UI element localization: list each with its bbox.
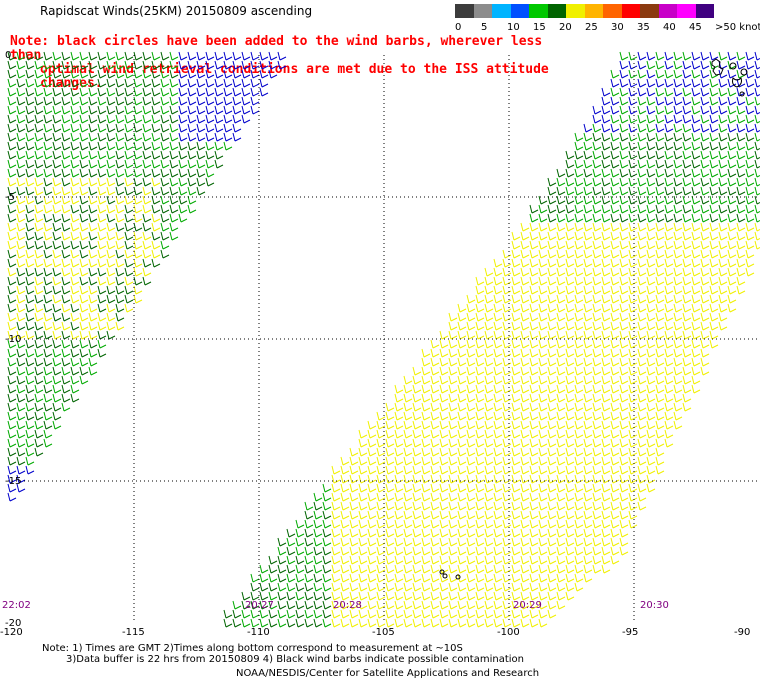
- footer-note-1: Note: 1) Times are GMT 2)Times along bot…: [42, 643, 463, 654]
- quality-note-line-1: Note: black circles have been added to t…: [10, 34, 543, 63]
- flag-circle-3: [455, 574, 461, 580]
- colorbar-segment: [566, 4, 585, 18]
- island-outline-5: [739, 91, 745, 97]
- colorbar-segment: [473, 4, 492, 18]
- latitude-label: 0: [5, 50, 12, 61]
- colorbar-label: 35: [637, 22, 650, 33]
- colorbar-segment: [529, 4, 548, 18]
- colorbar-segment: [677, 4, 696, 18]
- latitude-label: -5: [5, 192, 15, 203]
- colorbar-label: 10: [507, 22, 520, 33]
- longitude-label: -120: [0, 627, 23, 638]
- colorbar-segment: [547, 4, 566, 18]
- footer-credit: NOAA/NESDIS/Center for Satellite Applica…: [236, 668, 540, 679]
- island-outline-3: [740, 68, 748, 76]
- colorbar-label: 20: [559, 22, 572, 33]
- map-title: Rapidscat Winds(25KM) 20150809 ascending: [40, 4, 313, 18]
- wind-barb-swaths: [7, 51, 760, 628]
- colorbar-segment: [603, 4, 622, 18]
- longitude-label: -115: [122, 627, 145, 638]
- swath-time-label: 20:27: [245, 600, 274, 611]
- colorbar-label: 5: [481, 22, 488, 33]
- longitude-label: -100: [497, 627, 520, 638]
- island-outline-1: [711, 58, 724, 76]
- colorbar-label: >50 knots: [715, 22, 760, 33]
- coastline-islands: [439, 58, 748, 580]
- longitude-label: -105: [372, 627, 395, 638]
- lat-lon-grid: [8, 55, 760, 623]
- island-outline-4: [732, 77, 742, 88]
- footer-note-2: 3)Data buffer is 22 hrs from 20150809 4)…: [66, 654, 524, 665]
- flag-circle-1: [439, 569, 445, 575]
- wind-speed-colorbar: [455, 4, 714, 18]
- quality-note: Note: black circles have been added to t…: [10, 35, 570, 91]
- colorbar-segment: [695, 4, 714, 18]
- colorbar-label: 40: [663, 22, 676, 33]
- colorbar-segment: [510, 4, 529, 18]
- colorbar-segment: [658, 4, 677, 18]
- longitude-label: -90: [734, 627, 751, 638]
- swath-time-label: 20:28: [333, 600, 362, 611]
- longitude-label: -95: [622, 627, 639, 638]
- island-outline-2: [729, 62, 737, 70]
- latitude-label: -15: [5, 476, 22, 487]
- colorbar-label: 25: [585, 22, 598, 33]
- latitude-label: -10: [5, 334, 22, 345]
- flag-circle-2: [442, 573, 448, 579]
- colorbar-label: 0: [455, 22, 462, 33]
- colorbar-segment: [455, 4, 474, 18]
- latitude-label: -20: [5, 618, 22, 629]
- swath-time-label: 20:30: [640, 600, 669, 611]
- colorbar-segment: [584, 4, 603, 18]
- colorbar-label: 15: [533, 22, 546, 33]
- colorbar-segment: [492, 4, 511, 18]
- colorbar-segment: [640, 4, 659, 18]
- longitude-label: -110: [247, 627, 270, 638]
- colorbar-label: 45: [689, 22, 702, 33]
- colorbar-segment: [621, 4, 640, 18]
- colorbar-label: 30: [611, 22, 624, 33]
- swath-time-label: 20:29: [513, 600, 542, 611]
- swath-time-label: 22:02: [2, 600, 31, 611]
